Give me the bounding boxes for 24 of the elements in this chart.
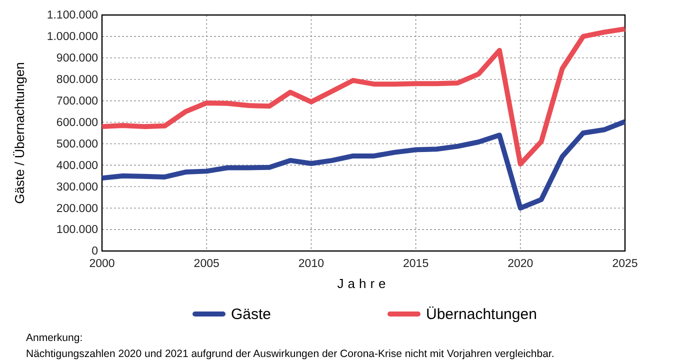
y-tick-label: 1.000.000 (46, 31, 98, 44)
y-tick-label: 600.000 (56, 116, 98, 129)
x-tick-label: 2005 (194, 258, 220, 270)
x-tick-label: 2000 (89, 258, 115, 270)
y-tick-label: 900.000 (56, 52, 98, 65)
x-tick-label: 2015 (403, 258, 429, 270)
y-tick-label: 200.000 (56, 202, 98, 215)
y-tick-label: 500.000 (56, 138, 98, 150)
y-tick-label: 0 (92, 246, 98, 258)
legend-label: Übernachtungen (426, 306, 537, 323)
y-tick-label: 100.000 (56, 224, 98, 236)
y-axis-title: Gäste / Übernachtungen (12, 62, 27, 204)
y-tick-label: 300.000 (56, 181, 98, 194)
y-tick-label: 800.000 (56, 74, 98, 86)
text: Nächtigungszahlen 2020 und 2021 aufgrund der Auswirkungen der Corona-Krise nicht mit Vorjahren vergleichbar. (26, 348, 554, 360)
y-tick-label: 700.000 (56, 96, 98, 108)
y-tick-label: 400.000 (56, 160, 98, 172)
x-tick-label: 2010 (298, 258, 324, 270)
x-tick-label: 2025 (612, 258, 638, 270)
text: Anmerkung: (26, 332, 83, 344)
x-axis-title: Jahre (337, 276, 390, 291)
legend-label: Gäste (231, 306, 272, 323)
y-tick-label: 1.100.000 (46, 10, 98, 22)
x-tick-label: 2020 (508, 258, 534, 270)
